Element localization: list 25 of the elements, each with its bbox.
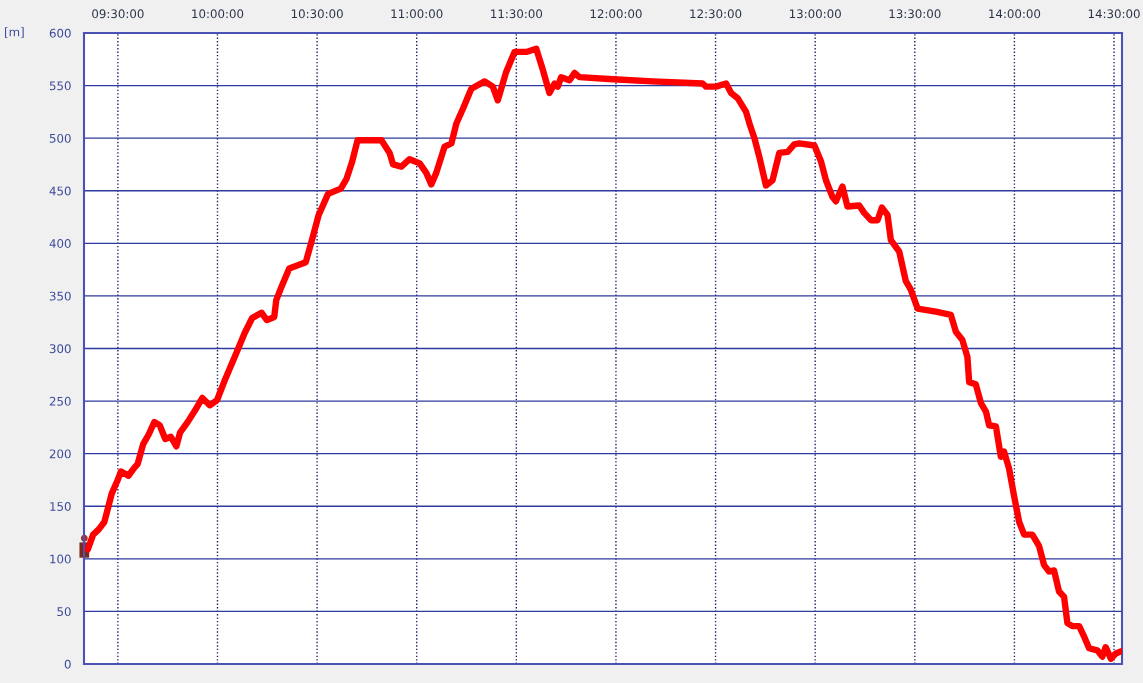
- x-tick-label: 13:30:00: [889, 9, 941, 19]
- x-tick-label: 14:30:00: [1088, 9, 1140, 19]
- x-tick-label: 11:30:00: [491, 9, 543, 19]
- x-tick-label: 12:00:00: [590, 9, 642, 19]
- x-tick-label: 10:00:00: [192, 9, 244, 19]
- y-tick-label: 600: [49, 28, 71, 38]
- y-tick-label: 150: [50, 501, 71, 511]
- y-tick-label: 350: [49, 291, 71, 301]
- x-tick-label: 14:00:00: [989, 9, 1041, 19]
- y-tick-label: 100: [50, 554, 71, 564]
- y-tick-label: 250: [49, 396, 71, 406]
- x-tick-label: 12:30:00: [690, 9, 742, 19]
- x-tick-label: 11:00:00: [391, 9, 443, 19]
- y-tick-label: 300: [49, 344, 71, 354]
- y-axis-title: [m]: [5, 27, 24, 38]
- y-tick-label: 450: [49, 186, 71, 196]
- y-tick-label: 550: [49, 81, 71, 91]
- x-tick-label: 13:00:00: [789, 9, 841, 19]
- y-tick-label: 0: [64, 659, 71, 669]
- x-tick-label: 09:30:00: [92, 9, 144, 19]
- y-tick-label: 400: [49, 239, 71, 248]
- y-tick-label: 200: [49, 449, 71, 459]
- y-tick-label: 500: [49, 133, 71, 143]
- x-tick-label: 10:30:00: [291, 9, 343, 19]
- y-tick-label: 50: [57, 607, 71, 617]
